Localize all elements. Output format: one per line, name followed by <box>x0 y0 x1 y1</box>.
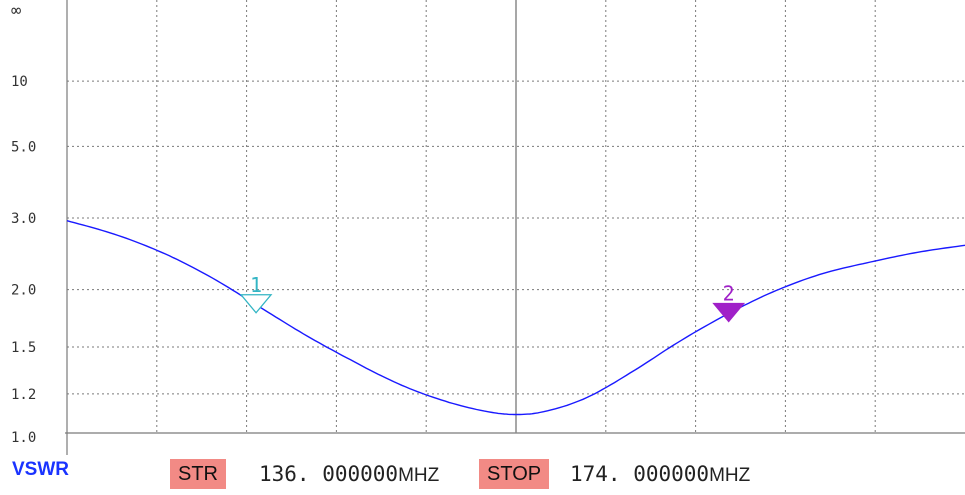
start-frequency: 136. 000000MHZ <box>259 459 439 489</box>
trace-format-label: VSWR <box>12 459 69 480</box>
y-tick-label: 1.5 <box>11 340 36 356</box>
y-tick-label: 10 <box>11 74 28 90</box>
y-tick-label: ∞ <box>11 1 21 21</box>
y-tick-label: 1.0 <box>11 430 36 446</box>
start-frequency-unit: MHZ <box>398 465 440 486</box>
marker-triangle-icon <box>712 302 746 323</box>
marker-triangle-icon <box>239 294 273 314</box>
marker-2[interactable]: 2 <box>712 281 746 323</box>
y-tick-label: 3.0 <box>11 211 36 227</box>
marker-label: 2 <box>723 281 735 305</box>
stop-frequency-unit: MHZ <box>709 465 751 486</box>
y-tick-label: 5.0 <box>11 139 36 155</box>
vswr-trace-line <box>66 220 965 416</box>
y-tick-label: 1.2 <box>11 387 36 403</box>
footer-bar: VSWR STR 136. 000000MHZ STOP 174. 000000… <box>0 455 965 495</box>
stop-tag: STOP <box>479 459 550 489</box>
stop-frequency: 174. 000000MHZ <box>570 459 750 489</box>
start-tag: STR <box>170 459 226 489</box>
marker-1[interactable]: 1 <box>239 273 273 314</box>
trace <box>66 220 965 416</box>
stop-frequency-value: 174. 000000 <box>570 462 710 486</box>
y-tick-label: 2.0 <box>11 283 36 299</box>
y-tick-labels: ∞ 10 5.0 3.0 2.0 1.5 1.2 1.0 <box>11 1 36 446</box>
start-frequency-value: 136. 000000 <box>259 462 399 486</box>
grid <box>65 0 965 455</box>
marker-label: 1 <box>250 273 262 297</box>
